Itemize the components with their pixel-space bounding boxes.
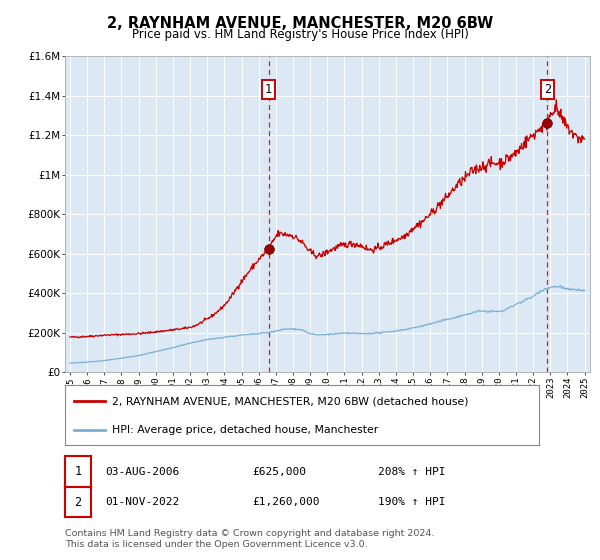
Text: HPI: Average price, detached house, Manchester: HPI: Average price, detached house, Manc… — [112, 425, 379, 435]
Text: 190% ↑ HPI: 190% ↑ HPI — [378, 497, 445, 507]
Text: 208% ↑ HPI: 208% ↑ HPI — [378, 466, 445, 477]
Text: 1: 1 — [74, 465, 82, 478]
Text: £625,000: £625,000 — [252, 466, 306, 477]
Text: 2: 2 — [74, 496, 82, 509]
Text: 2, RAYNHAM AVENUE, MANCHESTER, M20 6BW (detached house): 2, RAYNHAM AVENUE, MANCHESTER, M20 6BW (… — [112, 396, 469, 406]
Text: £1,260,000: £1,260,000 — [252, 497, 320, 507]
Text: 01-NOV-2022: 01-NOV-2022 — [105, 497, 179, 507]
Text: 2: 2 — [544, 83, 551, 96]
Text: 03-AUG-2006: 03-AUG-2006 — [105, 466, 179, 477]
Text: Price paid vs. HM Land Registry's House Price Index (HPI): Price paid vs. HM Land Registry's House … — [131, 28, 469, 41]
Text: 1: 1 — [265, 83, 272, 96]
Text: 2, RAYNHAM AVENUE, MANCHESTER, M20 6BW: 2, RAYNHAM AVENUE, MANCHESTER, M20 6BW — [107, 16, 493, 31]
Text: Contains HM Land Registry data © Crown copyright and database right 2024.
This d: Contains HM Land Registry data © Crown c… — [65, 529, 434, 549]
